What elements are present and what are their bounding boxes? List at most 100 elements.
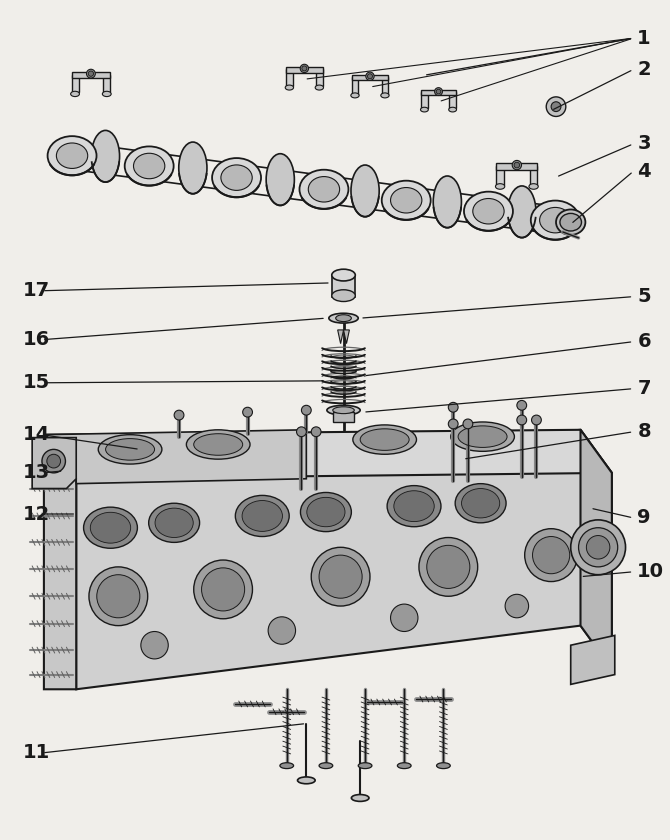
Ellipse shape xyxy=(84,507,137,549)
Circle shape xyxy=(419,538,478,596)
Ellipse shape xyxy=(299,170,348,209)
Polygon shape xyxy=(421,92,427,108)
Ellipse shape xyxy=(319,763,333,769)
Ellipse shape xyxy=(280,763,293,769)
Circle shape xyxy=(174,410,184,420)
Ellipse shape xyxy=(149,503,200,543)
Ellipse shape xyxy=(98,434,162,464)
Circle shape xyxy=(512,160,521,170)
Circle shape xyxy=(243,407,253,417)
Ellipse shape xyxy=(473,198,504,224)
Ellipse shape xyxy=(358,763,372,769)
Ellipse shape xyxy=(308,176,340,202)
Polygon shape xyxy=(32,438,76,489)
Circle shape xyxy=(141,632,168,659)
Polygon shape xyxy=(580,430,612,669)
Circle shape xyxy=(88,71,94,76)
Circle shape xyxy=(96,575,140,617)
Ellipse shape xyxy=(221,165,252,191)
Polygon shape xyxy=(571,635,615,685)
Text: 11: 11 xyxy=(22,743,50,763)
Bar xyxy=(333,412,354,422)
Ellipse shape xyxy=(451,422,515,451)
Polygon shape xyxy=(76,430,612,690)
Text: 9: 9 xyxy=(637,508,651,528)
Circle shape xyxy=(525,528,578,581)
Polygon shape xyxy=(72,72,111,78)
Polygon shape xyxy=(344,330,350,344)
Ellipse shape xyxy=(458,426,507,448)
Ellipse shape xyxy=(307,497,345,527)
Circle shape xyxy=(517,401,527,410)
Ellipse shape xyxy=(351,795,369,801)
Ellipse shape xyxy=(297,777,315,784)
Ellipse shape xyxy=(133,153,165,179)
Polygon shape xyxy=(44,434,76,690)
Polygon shape xyxy=(382,77,389,94)
Polygon shape xyxy=(286,66,323,72)
Circle shape xyxy=(42,449,66,473)
Polygon shape xyxy=(72,75,78,92)
Ellipse shape xyxy=(48,136,96,176)
Ellipse shape xyxy=(464,192,513,231)
Circle shape xyxy=(300,64,308,72)
Ellipse shape xyxy=(394,491,434,522)
Ellipse shape xyxy=(242,501,283,532)
Polygon shape xyxy=(450,92,456,108)
Circle shape xyxy=(366,72,374,81)
Circle shape xyxy=(86,69,95,78)
Polygon shape xyxy=(496,163,537,170)
Ellipse shape xyxy=(560,213,582,231)
Ellipse shape xyxy=(495,184,505,189)
Polygon shape xyxy=(338,330,344,344)
Ellipse shape xyxy=(462,489,500,518)
Ellipse shape xyxy=(529,184,538,189)
Text: 6: 6 xyxy=(637,332,651,351)
Text: 14: 14 xyxy=(22,425,50,444)
Ellipse shape xyxy=(455,484,506,522)
Circle shape xyxy=(586,536,610,559)
Ellipse shape xyxy=(382,181,431,220)
Ellipse shape xyxy=(327,406,360,415)
Ellipse shape xyxy=(381,93,389,98)
Circle shape xyxy=(531,415,541,425)
Text: 16: 16 xyxy=(22,330,50,349)
Ellipse shape xyxy=(235,496,289,537)
Circle shape xyxy=(533,537,569,574)
Ellipse shape xyxy=(397,763,411,769)
Text: 5: 5 xyxy=(637,287,651,306)
Polygon shape xyxy=(44,430,306,484)
Ellipse shape xyxy=(332,269,355,281)
Ellipse shape xyxy=(531,201,580,239)
Text: 7: 7 xyxy=(637,379,651,398)
Ellipse shape xyxy=(106,438,155,460)
Circle shape xyxy=(297,427,306,437)
Circle shape xyxy=(89,567,147,626)
Circle shape xyxy=(578,528,618,567)
Text: 8: 8 xyxy=(637,423,651,441)
Ellipse shape xyxy=(421,108,428,112)
Circle shape xyxy=(268,617,295,644)
Bar xyxy=(332,275,355,297)
Ellipse shape xyxy=(449,108,456,112)
Ellipse shape xyxy=(332,290,355,302)
Circle shape xyxy=(436,89,441,94)
Ellipse shape xyxy=(336,315,351,322)
Ellipse shape xyxy=(433,176,462,228)
Circle shape xyxy=(367,74,373,79)
Ellipse shape xyxy=(539,207,571,233)
Text: 12: 12 xyxy=(22,505,50,523)
Ellipse shape xyxy=(351,165,379,217)
Ellipse shape xyxy=(351,93,359,98)
Ellipse shape xyxy=(90,512,131,543)
Ellipse shape xyxy=(300,492,351,532)
Text: 4: 4 xyxy=(637,162,651,181)
Text: 17: 17 xyxy=(22,281,50,300)
Polygon shape xyxy=(530,166,537,185)
Ellipse shape xyxy=(56,143,88,169)
Circle shape xyxy=(517,415,527,425)
Text: 2: 2 xyxy=(637,60,651,79)
Ellipse shape xyxy=(285,85,293,90)
Ellipse shape xyxy=(70,92,80,97)
Circle shape xyxy=(319,555,362,598)
